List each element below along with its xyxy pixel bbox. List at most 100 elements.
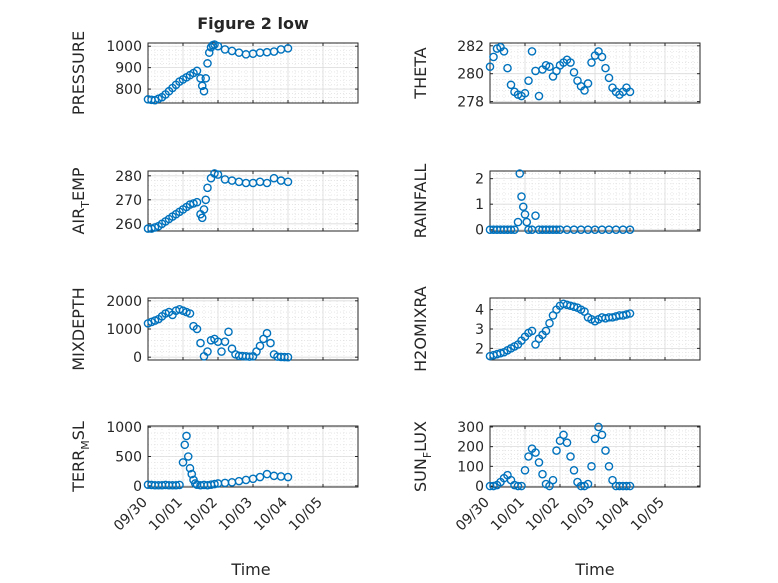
data-point	[597, 430, 607, 440]
data-point	[262, 178, 272, 188]
y-tick-label: 4	[475, 303, 484, 319]
data-point	[569, 302, 579, 312]
data-point	[513, 217, 523, 227]
data-point	[197, 81, 207, 91]
y-tick-label: 3	[475, 322, 484, 338]
y-axis-label-main: PRESSURE	[69, 31, 88, 115]
y-tick-label: 1000	[106, 322, 142, 338]
y-axis-label-subscript: F	[421, 452, 434, 458]
subplot-8: 0 100 200 300 09/3010/0110/0210/0310/0410/05…	[411, 420, 701, 535]
y-axis-label-subscript: M	[79, 440, 92, 450]
data-point	[520, 210, 530, 219]
data-point	[583, 479, 593, 489]
data-point	[204, 48, 214, 57]
data-point	[201, 195, 211, 205]
data-point	[283, 177, 293, 187]
x-tick-label: 09/30	[111, 495, 151, 535]
data-point	[517, 192, 526, 201]
data-point	[185, 309, 195, 318]
x-tick-label: 10/05	[628, 495, 668, 535]
data-point	[559, 430, 568, 440]
y-axis-label-main: TERR	[69, 450, 88, 493]
data-point	[604, 462, 614, 471]
x-tick-label: 10/03	[216, 495, 256, 535]
y-axis-label: RAINFALL	[411, 164, 430, 239]
data-point	[283, 44, 293, 53]
x-tick-label: 10/02	[523, 495, 563, 535]
y-axis-label-subscript: T	[79, 201, 92, 209]
y-tick-label: 2000	[106, 294, 142, 310]
y-tick-label: 2	[475, 172, 484, 188]
y-tick-label: 1	[475, 197, 484, 213]
data-point	[513, 481, 523, 491]
y-tick-label: 282	[457, 39, 484, 55]
x-tick-label: 10/01	[488, 495, 528, 535]
y-axis-label-tail: LUX	[411, 421, 430, 452]
data-point	[527, 47, 537, 56]
x-tick-label: 10/05	[286, 495, 326, 535]
data-point	[580, 86, 589, 95]
data-point	[534, 91, 544, 101]
y-tick-label: 200	[457, 440, 484, 456]
data-point	[197, 213, 207, 223]
data-point	[552, 225, 561, 235]
y-axis-label-main: SUN	[411, 458, 430, 492]
data-point	[203, 59, 212, 68]
data-point	[566, 452, 575, 461]
data-point	[520, 88, 530, 98]
x-axis-label-right: Time	[574, 560, 614, 579]
data-point	[196, 338, 205, 348]
x-tick-label: 10/04	[593, 494, 633, 534]
y-axis-label-main: RAINFALL	[411, 164, 430, 239]
data-point	[569, 465, 579, 475]
y-tick-label: 1000	[106, 420, 142, 436]
data-point	[562, 438, 572, 448]
data-point	[590, 434, 600, 444]
data-point	[262, 328, 272, 338]
data-point	[527, 326, 537, 336]
data-point	[489, 481, 498, 491]
data-point	[192, 324, 202, 334]
data-point	[199, 205, 209, 214]
data-point	[541, 326, 551, 336]
data-point	[217, 347, 226, 356]
data-point	[531, 211, 540, 220]
data-point	[601, 63, 610, 73]
y-tick-label: 100	[457, 459, 484, 475]
data-point	[566, 58, 575, 67]
data-point	[520, 465, 530, 475]
data-point	[266, 338, 275, 348]
y-tick-label: 900	[115, 61, 142, 77]
subplot-5: 0 1000 2000 MIXDEPTH	[69, 287, 359, 371]
data-point	[182, 431, 191, 441]
data-point	[171, 480, 181, 490]
data-point	[625, 225, 635, 235]
data-point	[625, 309, 635, 318]
y-tick-label: 0	[133, 479, 142, 495]
data-point	[597, 52, 607, 62]
x-tick-label: 09/30	[453, 495, 493, 535]
x-tick-label: 10/04	[251, 494, 291, 534]
y-axis-label-main: THETA	[411, 47, 430, 99]
y-tick-label: 0	[133, 350, 142, 366]
y-axis-label-main: MIXDEPTH	[69, 287, 88, 370]
data-point	[522, 217, 532, 227]
subplot-6: 2 3 4 H2OMIXRA	[411, 286, 701, 372]
data-point	[213, 170, 223, 179]
data-point	[506, 225, 516, 235]
data-point	[538, 469, 547, 479]
y-tick-label: 300	[457, 420, 484, 436]
data-point	[255, 472, 265, 482]
data-point	[255, 341, 265, 351]
data-point	[518, 202, 528, 212]
y-tick-label: 260	[115, 217, 142, 233]
x-tick-label: 10/01	[146, 495, 186, 535]
y-tick-label: 500	[115, 450, 142, 466]
data-point	[489, 52, 498, 62]
data-point	[552, 446, 561, 455]
data-point	[503, 63, 512, 73]
data-point	[190, 479, 200, 488]
y-tick-label: 278	[457, 95, 484, 111]
